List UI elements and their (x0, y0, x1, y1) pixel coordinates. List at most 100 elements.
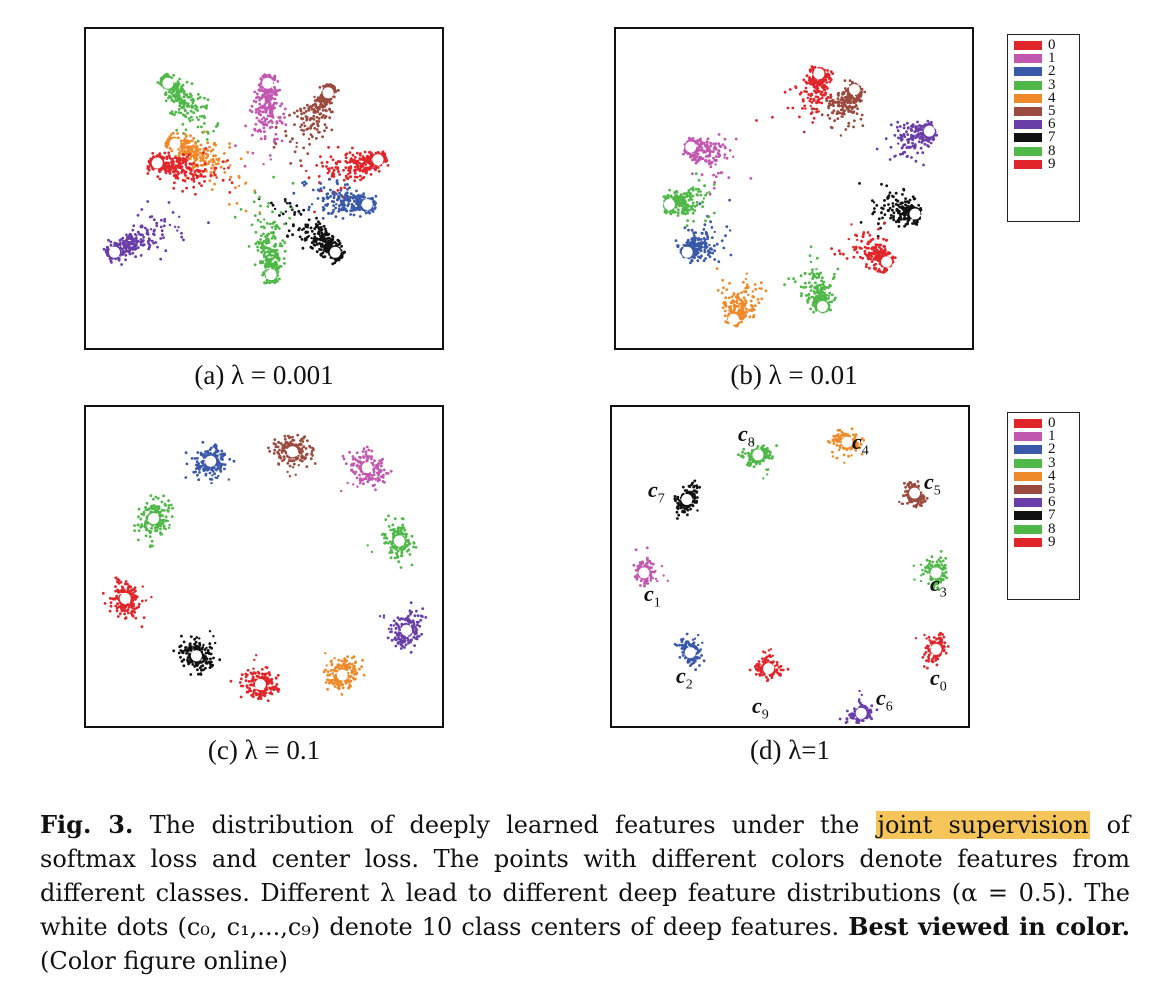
feature-point (344, 183, 347, 187)
feature-point (863, 245, 867, 249)
feature-point (307, 176, 311, 180)
feature-point-outlier (918, 136, 922, 140)
feature-point (699, 157, 703, 161)
feature-point (283, 116, 286, 119)
feature-point (143, 226, 147, 230)
feature-point-outlier (839, 134, 843, 137)
feature-point (701, 241, 705, 245)
feature-point (708, 159, 711, 163)
feature-point (164, 171, 168, 175)
feature-point (835, 112, 839, 115)
feature-point (818, 283, 822, 287)
feature-point (300, 117, 303, 120)
feature-point (173, 181, 176, 185)
feature-point (280, 102, 284, 106)
feature-point (293, 123, 296, 126)
feature-point (861, 124, 865, 127)
feature-point (340, 193, 343, 197)
feature-point (130, 242, 133, 246)
feature-point (253, 214, 257, 218)
feature-point (329, 84, 333, 88)
feature-point (919, 146, 923, 150)
feature-point (699, 190, 702, 193)
feature-point-outlier (697, 190, 700, 193)
feature-point (336, 188, 340, 192)
feature-point (276, 225, 280, 229)
feature-point (830, 293, 834, 297)
feature-point (819, 92, 823, 96)
feature-point (190, 139, 194, 143)
feature-point (805, 74, 809, 78)
feature-point (194, 173, 197, 177)
feature-point-outlier (119, 244, 122, 247)
feature-point (905, 130, 908, 134)
feature-point-outlier (745, 272, 748, 275)
feature-point (172, 160, 175, 163)
feature-point-outlier (209, 173, 213, 177)
feature-point (356, 151, 359, 155)
feature-point (172, 100, 176, 104)
feature-point (256, 245, 259, 249)
feature-point (239, 208, 243, 211)
feature-point (903, 150, 907, 154)
feature-point (190, 172, 194, 176)
feature-point (347, 199, 350, 203)
feature-point (284, 134, 288, 138)
feature-point (913, 197, 917, 201)
feature-point (831, 102, 835, 106)
feature-point (384, 160, 387, 164)
feature-point-outlier (689, 195, 693, 198)
feature-point (902, 123, 906, 127)
feature-point (744, 298, 747, 302)
feature-point (912, 206, 916, 209)
feature-point (911, 141, 914, 145)
feature-point (304, 115, 308, 118)
feature-point (903, 216, 906, 220)
feature-point (913, 222, 916, 225)
feature-point (825, 81, 829, 84)
feature-point (152, 218, 156, 222)
feature-point (752, 308, 756, 312)
feature-point (203, 180, 206, 183)
feature-point (916, 134, 920, 138)
feature-point (915, 220, 919, 224)
feature-point (190, 115, 193, 119)
feature-point (104, 248, 108, 252)
feature-point (689, 244, 693, 247)
feature-point (190, 98, 193, 102)
feature-point (694, 172, 698, 176)
feature-point (223, 171, 227, 174)
feature-point-outlier (284, 210, 288, 213)
feature-point (198, 148, 202, 151)
feature-point (682, 192, 686, 196)
class-center-dot-9 (151, 157, 163, 169)
feature-point (113, 243, 117, 247)
feature-point (268, 96, 272, 100)
feature-point (163, 151, 167, 155)
feature-point (325, 126, 328, 129)
feature-point (262, 240, 266, 243)
feature-point-outlier (147, 233, 150, 236)
feature-point (174, 176, 178, 179)
feature-point (174, 173, 178, 177)
feature-point (802, 130, 806, 134)
feature-point (334, 259, 338, 263)
feature-point (170, 91, 173, 95)
feature-point (322, 224, 326, 228)
class-center-dot-2 (361, 199, 373, 210)
feature-point (354, 196, 358, 200)
feature-point (699, 193, 703, 197)
feature-point (197, 118, 200, 121)
feature-point (806, 293, 810, 297)
feature-point (889, 216, 892, 220)
feature-point (246, 150, 250, 154)
feature-point (805, 90, 808, 94)
feature-point (226, 159, 230, 162)
feature-point (682, 152, 685, 156)
feature-point (744, 301, 748, 304)
feature-point-outlier (305, 169, 308, 173)
feature-point (336, 238, 340, 242)
feature-point (730, 301, 734, 304)
feature-point (804, 285, 808, 289)
feature-point (166, 166, 170, 170)
